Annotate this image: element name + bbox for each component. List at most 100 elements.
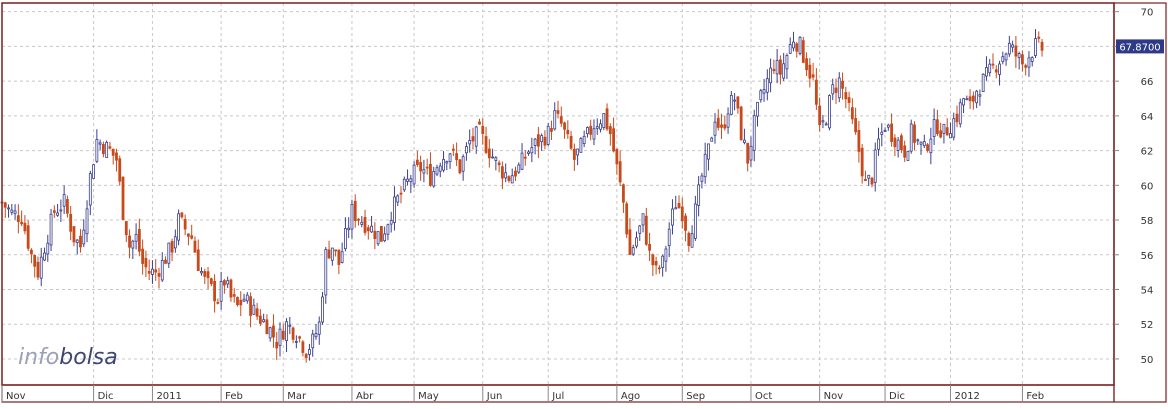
candle-body bbox=[821, 120, 825, 123]
candle-body bbox=[890, 123, 893, 142]
candle-body bbox=[399, 192, 403, 195]
candle-body bbox=[556, 110, 560, 114]
candle-body bbox=[700, 175, 704, 182]
logo-part-info: info bbox=[18, 345, 59, 370]
candle-body bbox=[824, 123, 828, 126]
candle-body bbox=[971, 95, 975, 102]
candle-body bbox=[988, 63, 992, 74]
candle-body bbox=[203, 271, 207, 277]
x-tick-label: May bbox=[418, 391, 439, 402]
candle-body bbox=[1011, 44, 1015, 48]
candle-body bbox=[520, 152, 524, 170]
candle-body bbox=[396, 195, 400, 203]
candle-body bbox=[674, 207, 678, 210]
candle-body bbox=[216, 301, 220, 304]
candle-body bbox=[978, 94, 982, 97]
candle-body bbox=[504, 172, 508, 179]
x-tick-label: Jul bbox=[551, 391, 564, 402]
candle-body bbox=[406, 178, 409, 182]
candle-body bbox=[448, 153, 452, 162]
candle-body bbox=[625, 203, 629, 235]
candle-body bbox=[834, 87, 838, 93]
candle-body bbox=[85, 208, 89, 235]
candle-body bbox=[569, 135, 573, 149]
candle-body bbox=[445, 161, 449, 164]
candle-body bbox=[559, 116, 563, 124]
candle-body bbox=[612, 128, 615, 152]
candle-body bbox=[239, 299, 243, 306]
candle-body bbox=[913, 124, 916, 143]
candle-body bbox=[667, 228, 671, 247]
x-tick-label: 2012 bbox=[954, 391, 979, 402]
candle-body bbox=[1027, 57, 1031, 68]
candle-body bbox=[550, 128, 553, 132]
candle-body bbox=[160, 260, 164, 281]
candle-body bbox=[1001, 56, 1005, 63]
candle-body bbox=[765, 78, 769, 93]
candle-body bbox=[680, 206, 684, 222]
candle-body bbox=[137, 229, 141, 252]
candle-body bbox=[370, 225, 373, 233]
candle-body bbox=[720, 124, 723, 128]
candle-body bbox=[893, 137, 897, 148]
candle-body bbox=[79, 235, 82, 248]
candle-body bbox=[500, 166, 504, 179]
candle-body bbox=[275, 341, 279, 349]
candle-body bbox=[304, 353, 308, 359]
x-tick-label: Nov bbox=[824, 391, 844, 402]
candle-body bbox=[481, 126, 485, 134]
candle-body bbox=[991, 63, 995, 66]
candle-body bbox=[536, 134, 540, 147]
candle-body bbox=[818, 105, 822, 126]
candle-body bbox=[814, 79, 818, 105]
candle-body bbox=[687, 232, 691, 246]
candle-body bbox=[265, 319, 269, 335]
candle-body bbox=[151, 268, 154, 275]
candle-body bbox=[487, 148, 491, 159]
candle-body bbox=[903, 145, 907, 158]
candle-body bbox=[7, 207, 10, 210]
last-price-tag-bg bbox=[1116, 39, 1164, 54]
candle-body bbox=[465, 146, 468, 154]
candle-body bbox=[759, 90, 763, 101]
candle-body bbox=[177, 213, 181, 241]
candle-body bbox=[491, 156, 494, 159]
candle-body bbox=[435, 167, 439, 175]
y-tick-label: 64 bbox=[1141, 112, 1154, 123]
x-tick-label: Feb bbox=[1026, 391, 1044, 402]
candle-body bbox=[383, 233, 387, 242]
candle-body bbox=[785, 55, 789, 70]
candle-body bbox=[1034, 38, 1037, 56]
candle-body bbox=[278, 328, 282, 346]
candle-body bbox=[344, 228, 347, 250]
candle-body bbox=[386, 224, 390, 235]
candle-body bbox=[98, 142, 102, 145]
candle-body bbox=[1014, 45, 1018, 57]
x-tick-label: Nov bbox=[6, 391, 26, 402]
candle-body bbox=[432, 171, 436, 187]
candle-body bbox=[877, 138, 880, 150]
candle-body bbox=[173, 236, 177, 249]
candle-body bbox=[62, 194, 66, 207]
candle-body bbox=[144, 257, 148, 268]
candle-body bbox=[324, 249, 328, 296]
candle-body bbox=[147, 270, 151, 274]
candle-body bbox=[478, 121, 481, 125]
candle-body bbox=[657, 267, 661, 270]
candle-body bbox=[75, 239, 79, 243]
candle-body bbox=[563, 122, 566, 130]
candle-body bbox=[772, 68, 776, 72]
candle-body bbox=[157, 273, 161, 277]
candle-body bbox=[281, 330, 285, 340]
candle-body bbox=[183, 219, 187, 230]
candle-body bbox=[389, 219, 393, 225]
candle-body bbox=[595, 126, 599, 129]
candle-body bbox=[746, 142, 750, 164]
candle-body bbox=[330, 247, 334, 261]
candle-body bbox=[66, 199, 69, 214]
candle-body bbox=[631, 247, 635, 255]
y-tick-label: 56 bbox=[1141, 251, 1154, 262]
candle-body bbox=[664, 248, 668, 262]
candle-body bbox=[968, 96, 972, 102]
candle-body bbox=[589, 125, 593, 135]
